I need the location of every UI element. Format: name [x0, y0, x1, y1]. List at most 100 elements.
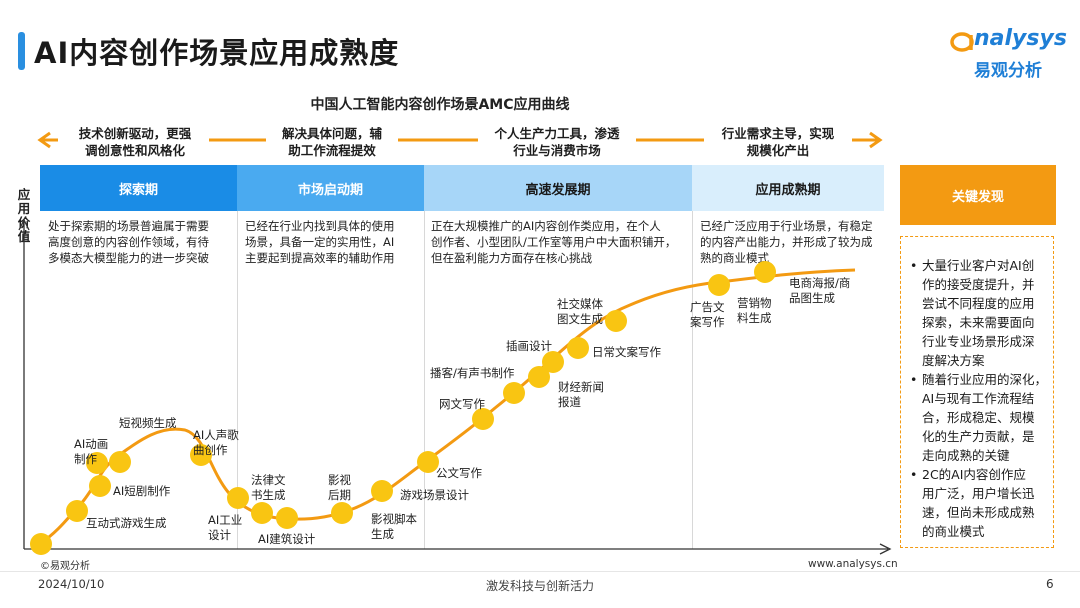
- label-line: 生成: [371, 527, 394, 541]
- label-line: 网文写作: [439, 397, 485, 411]
- finding-line: 度解决方案: [922, 353, 985, 368]
- label-game-scene: 游戏场景设计: [400, 488, 469, 503]
- stage-divider: [424, 211, 425, 549]
- x-axis-arrow: [879, 543, 892, 555]
- label-daily-copy: 日常文案写作: [592, 345, 661, 360]
- stage-divider: [692, 211, 693, 549]
- bullet-icon: •: [910, 372, 918, 387]
- stage-name: 市场启动期: [297, 182, 363, 198]
- point-podcast: [528, 366, 550, 388]
- label-line: 案写作: [690, 315, 725, 329]
- driver-1-line1: 技术创新驱动，更强: [78, 126, 192, 141]
- point-ai-architecture: [276, 507, 298, 529]
- label-podcast: 播客/有声书制作: [430, 366, 514, 381]
- point-illustration: [567, 337, 589, 359]
- point-film-post: [331, 502, 353, 524]
- stage-name: 应用成熟期: [755, 182, 821, 198]
- label-line: AI建筑设计: [258, 532, 316, 546]
- label-line: AI动画: [74, 437, 109, 451]
- label-line: 财经新闻: [558, 380, 604, 394]
- finding-line: 合，形成稳定、规模: [922, 410, 1035, 425]
- label-short-video: 短视频生成: [119, 416, 177, 431]
- chart-title: 中国人工智能内容创作场景AMC应用曲线: [310, 97, 570, 113]
- label-line: 图文生成: [557, 312, 603, 326]
- label-ai-short-drama: AI短剧制作: [113, 484, 170, 499]
- label-line: AI工业: [208, 513, 243, 527]
- label-line: 插画设计: [506, 339, 552, 353]
- label-line: 影视脚本: [371, 512, 417, 526]
- driver-1: 技术创新驱动，更强 调创意性和风格化: [62, 125, 208, 159]
- point-social-media: [708, 274, 730, 296]
- desc-line: 主要起到提高效率的辅助作用: [245, 251, 395, 265]
- stage-header-rapid-growth: 高速发展期: [424, 165, 692, 211]
- driver-1-line2: 调创意性和风格化: [84, 143, 185, 158]
- date: 2024/10/10: [38, 577, 105, 591]
- point-ai-voice-song: [190, 444, 212, 466]
- label-line: AI人声歌: [193, 428, 239, 442]
- point-legal-doc: [227, 487, 249, 509]
- label-line: 互动式游戏生成: [86, 516, 167, 530]
- point-origin: [30, 533, 52, 555]
- point-ai-short-drama: [89, 475, 111, 497]
- label-film-script: 影视脚本 生成: [371, 512, 417, 542]
- finding-line: 2C的AI内容创作应: [922, 467, 1026, 482]
- key-findings-box: [900, 236, 1054, 548]
- finding-line: 探索，未来需要面向: [922, 315, 1035, 330]
- desc-line: 场景，具备一定的实用性，AI: [245, 235, 395, 249]
- driver-4-line1: 行业需求主导，实现: [721, 126, 835, 141]
- stage-desc-market-launch: 已经在行业内找到具体的使用 场景，具备一定的实用性，AI 主要起到提高效率的辅助…: [245, 218, 423, 266]
- finding-line: 走向成熟的关键: [922, 448, 1010, 463]
- label-line: 公文写作: [436, 466, 482, 480]
- desc-line: 已经在行业内找到具体的使用: [245, 219, 395, 233]
- point-game-scene: [417, 451, 439, 473]
- point-film-script: [371, 480, 393, 502]
- desc-line: 正在大规模推广的AI内容创作类应用，在个人: [431, 219, 661, 233]
- finding-line: 行业专业场景形成深: [922, 334, 1035, 349]
- amc-curve-chart: [18, 218, 892, 555]
- point-ai-industrial: [251, 502, 273, 524]
- y-axis-arrow: [18, 218, 30, 231]
- label-line: 后期: [328, 488, 351, 502]
- desc-line: 的内容产出能力，并形成了较为成: [700, 235, 873, 249]
- label-line: 报道: [558, 395, 581, 409]
- label-marketing-material: 营销物 料生成: [737, 296, 772, 326]
- finding-line: 大量行业客户对AI创: [922, 258, 1035, 273]
- driver-4-line2: 规模化产出: [746, 143, 810, 158]
- title-accent-bar: [18, 32, 25, 70]
- label-social-media: 社交媒体 图文生成: [557, 297, 603, 327]
- label-line: 影视: [328, 473, 351, 487]
- label-line: 社交媒体: [557, 297, 603, 311]
- driver-2: 解决具体问题，辅 助工作流程提效: [268, 125, 396, 159]
- point-interactive-game: [66, 500, 88, 522]
- label-ai-animation: AI动画 制作: [74, 437, 108, 467]
- driver-4: 行业需求主导，实现 规模化产出: [706, 125, 850, 159]
- driver-2-line1: 解决具体问题，辅: [281, 126, 382, 141]
- driver-3: 个人生产力工具，渗透 行业与消费市场: [480, 125, 634, 159]
- desc-line: 处于探索期的场景普遍属于需要: [48, 219, 209, 233]
- finding-line: 的商业模式: [922, 524, 985, 539]
- desc-line: 创作者、小型团队/工作室等用户中大面积铺开，: [431, 235, 677, 249]
- stage-name: 高速发展期: [525, 182, 591, 198]
- desc-line: 已经广泛应用于行业场景，有稳定: [700, 219, 873, 233]
- label-line: 短视频生成: [119, 416, 177, 430]
- point-web-novel: [503, 382, 525, 404]
- finding-line: 用广泛，用户增长迅: [922, 486, 1035, 501]
- stage-divider: [237, 211, 238, 549]
- stage-header-mature: 应用成熟期: [692, 165, 884, 211]
- finding-line: 尝试不同程度的应用: [922, 296, 1035, 311]
- label-line: AI短剧制作: [113, 484, 171, 498]
- point-daily-copy: [605, 310, 627, 332]
- label-line: 设计: [208, 528, 231, 542]
- finding-line: 速，但尚未形成成熟: [922, 505, 1035, 520]
- driver-3-line2: 行业与消费市场: [513, 143, 601, 158]
- stage-desc-exploration: 处于探索期的场景普遍属于需要 高度创意的内容创作领域，有待 多模态大模型能力的进…: [48, 218, 236, 266]
- finding-line: 随着行业应用的深化，: [922, 372, 1048, 387]
- footer-slogan: 激发科技与创新活力: [485, 579, 594, 593]
- label-line: 书生成: [251, 488, 286, 502]
- label-line: 品图生成: [789, 291, 835, 305]
- label-official-doc: 公文写作: [436, 466, 482, 481]
- point-official-doc: [472, 408, 494, 430]
- analysys-logo: nalysys 易观分析: [950, 26, 1067, 82]
- stage-header-exploration: 探索期: [40, 165, 237, 211]
- label-line: 制作: [74, 452, 97, 466]
